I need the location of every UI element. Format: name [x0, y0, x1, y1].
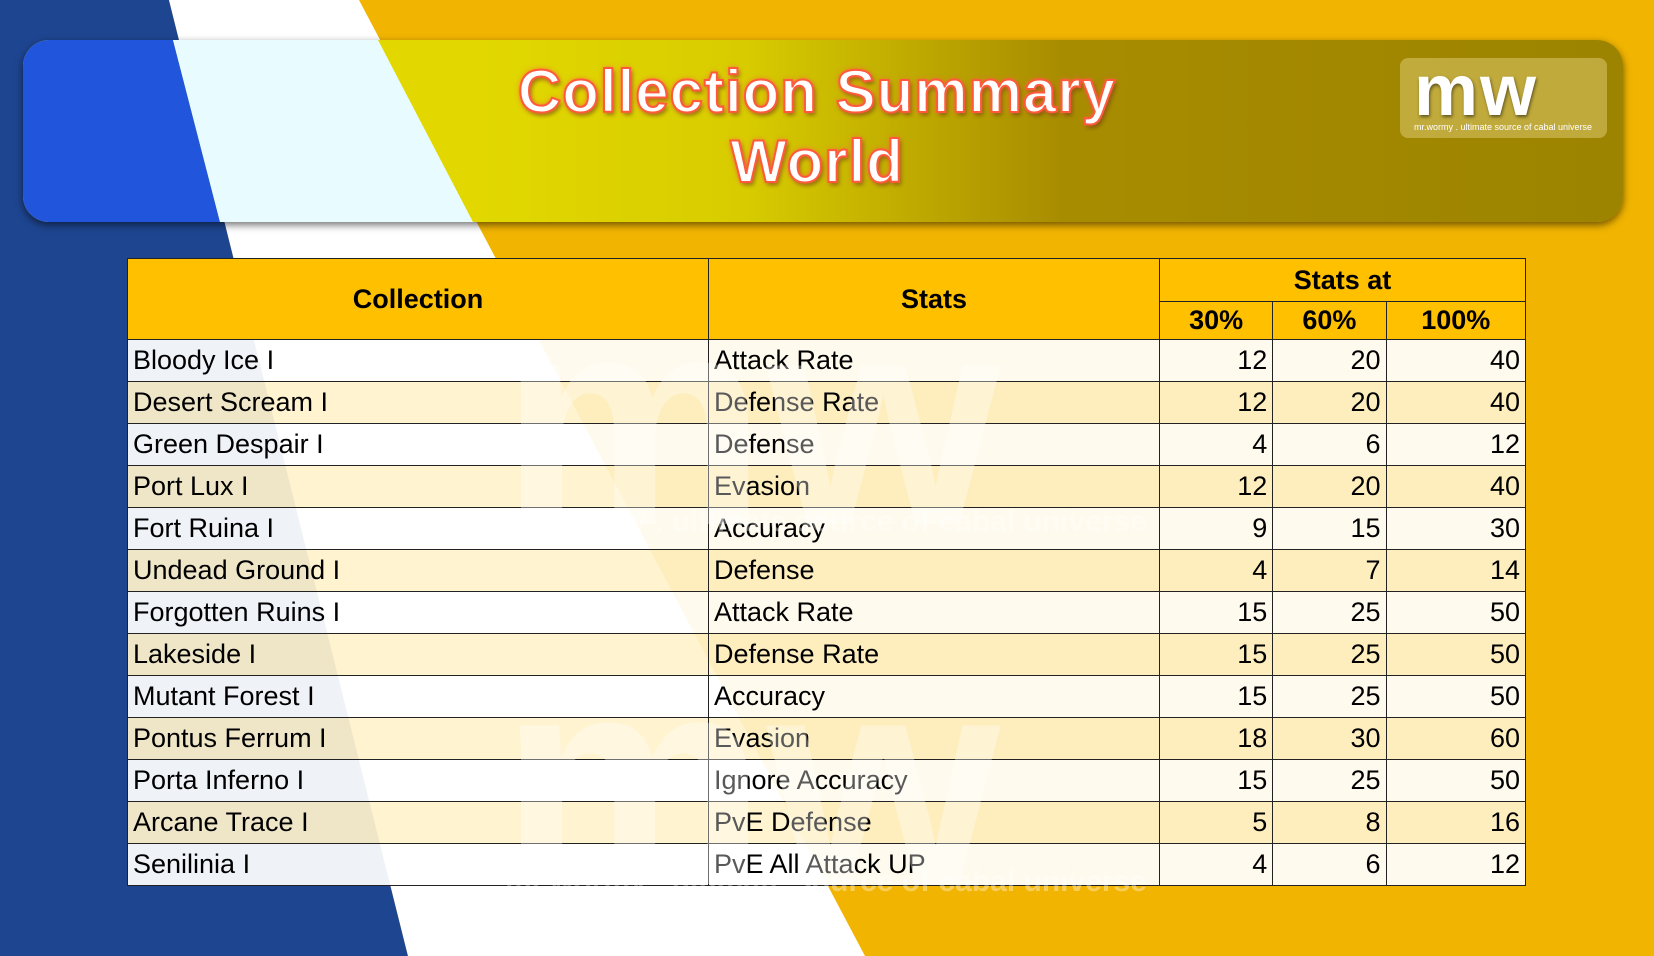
logo-mark: mw [1414, 51, 1539, 131]
stat-cell: Defense Rate [708, 633, 1160, 676]
value-30-cell: 12 [1158, 465, 1274, 508]
value-30-cell: 4 [1158, 843, 1274, 886]
table-row: Pontus Ferrum I Evasion 18 30 60 [127, 717, 1527, 760]
value-100-cell: 40 [1385, 339, 1527, 382]
value-30-cell: 15 [1158, 675, 1274, 718]
stat-cell: Attack Rate [708, 591, 1160, 634]
value-30-cell: 12 [1158, 339, 1274, 382]
value-60-cell: 25 [1272, 633, 1387, 676]
value-60-cell: 20 [1272, 465, 1387, 508]
collection-cell: Bloody Ice I [127, 339, 709, 382]
table-row: Senilinia I PvE All Attack UP 4 6 12 [127, 843, 1527, 886]
table-row: Lakeside I Defense Rate 15 25 50 [127, 633, 1527, 676]
value-100-cell: 16 [1385, 801, 1527, 844]
table-row: Desert Scream I Defense Rate 12 20 40 [127, 381, 1527, 424]
table-row: Fort Ruina I Accuracy 9 15 30 [127, 507, 1527, 550]
table-row: Forgotten Ruins I Attack Rate 15 25 50 [127, 591, 1527, 634]
value-60-cell: 20 [1272, 381, 1387, 424]
value-30-cell: 18 [1158, 717, 1274, 760]
collection-cell: Porta Inferno I [127, 759, 709, 802]
col-header-100: 100% [1385, 301, 1527, 340]
value-100-cell: 12 [1385, 843, 1527, 886]
col-header-stats: Stats [708, 258, 1160, 340]
value-60-cell: 25 [1272, 759, 1387, 802]
table-row: Port Lux I Evasion 12 20 40 [127, 465, 1527, 508]
page-subtitle: World [729, 128, 904, 195]
stat-cell: PvE Defense [708, 801, 1160, 844]
collection-cell: Pontus Ferrum I [127, 717, 709, 760]
stat-cell: Defense [708, 549, 1160, 592]
value-60-cell: 8 [1272, 801, 1387, 844]
value-60-cell: 20 [1272, 339, 1387, 382]
value-30-cell: 9 [1158, 507, 1274, 550]
stat-cell: Evasion [708, 717, 1160, 760]
stat-cell: Evasion [708, 465, 1160, 508]
col-header-stats-at: Stats at [1159, 258, 1526, 302]
value-60-cell: 6 [1272, 843, 1387, 886]
page-title: Collection Summary [517, 58, 1117, 125]
col-header-collection: Collection [127, 258, 709, 340]
table-row: Green Despair I Defense 4 6 12 [127, 423, 1527, 466]
value-30-cell: 15 [1158, 591, 1274, 634]
col-header-60: 60% [1272, 301, 1387, 340]
value-100-cell: 40 [1385, 465, 1527, 508]
value-30-cell: 15 [1158, 759, 1274, 802]
stat-cell: Defense Rate [708, 381, 1160, 424]
value-100-cell: 12 [1385, 423, 1527, 466]
stat-cell: Accuracy [708, 675, 1160, 718]
value-60-cell: 7 [1272, 549, 1387, 592]
collection-cell: Green Despair I [127, 423, 709, 466]
collection-cell: Forgotten Ruins I [127, 591, 709, 634]
logo-tagline: mr.wormy . ultimate source of cabal univ… [1414, 122, 1593, 132]
value-100-cell: 50 [1385, 675, 1527, 718]
value-100-cell: 50 [1385, 633, 1527, 676]
collection-table: Collection Stats Stats at 30% 60% 100% B… [127, 258, 1527, 886]
stat-cell: Defense [708, 423, 1160, 466]
table-row: Undead Ground I Defense 4 7 14 [127, 549, 1527, 592]
collection-cell: Desert Scream I [127, 381, 709, 424]
collection-cell: Undead Ground I [127, 549, 709, 592]
value-30-cell: 12 [1158, 381, 1274, 424]
value-30-cell: 5 [1158, 801, 1274, 844]
value-60-cell: 30 [1272, 717, 1387, 760]
mw-logo: mw mr.wormy . ultimate source of cabal u… [1400, 51, 1607, 138]
table-row: Mutant Forest I Accuracy 15 25 50 [127, 675, 1527, 718]
collection-cell: Arcane Trace I [127, 801, 709, 844]
value-30-cell: 4 [1158, 549, 1274, 592]
value-100-cell: 50 [1385, 591, 1527, 634]
value-60-cell: 25 [1272, 591, 1387, 634]
value-100-cell: 60 [1385, 717, 1527, 760]
value-100-cell: 14 [1385, 549, 1527, 592]
collection-cell: Fort Ruina I [127, 507, 709, 550]
value-60-cell: 25 [1272, 675, 1387, 718]
value-100-cell: 40 [1385, 381, 1527, 424]
stat-cell: Attack Rate [708, 339, 1160, 382]
table-row: Porta Inferno I Ignore Accuracy 15 25 50 [127, 759, 1527, 802]
col-header-30: 30% [1158, 301, 1274, 340]
value-60-cell: 6 [1272, 423, 1387, 466]
collection-cell: Mutant Forest I [127, 675, 709, 718]
value-30-cell: 15 [1158, 633, 1274, 676]
stat-cell: Ignore Accuracy [708, 759, 1160, 802]
table-row: Arcane Trace I PvE Defense 5 8 16 [127, 801, 1527, 844]
table-row: Bloody Ice I Attack Rate 12 20 40 [127, 339, 1527, 382]
stat-cell: Accuracy [708, 507, 1160, 550]
collection-cell: Lakeside I [127, 633, 709, 676]
title-banner [23, 40, 1623, 222]
stat-cell: PvE All Attack UP [708, 843, 1160, 886]
value-30-cell: 4 [1158, 423, 1274, 466]
collection-cell: Port Lux I [127, 465, 709, 508]
value-100-cell: 30 [1385, 507, 1527, 550]
value-100-cell: 50 [1385, 759, 1527, 802]
collection-cell: Senilinia I [127, 843, 709, 886]
value-60-cell: 15 [1272, 507, 1387, 550]
